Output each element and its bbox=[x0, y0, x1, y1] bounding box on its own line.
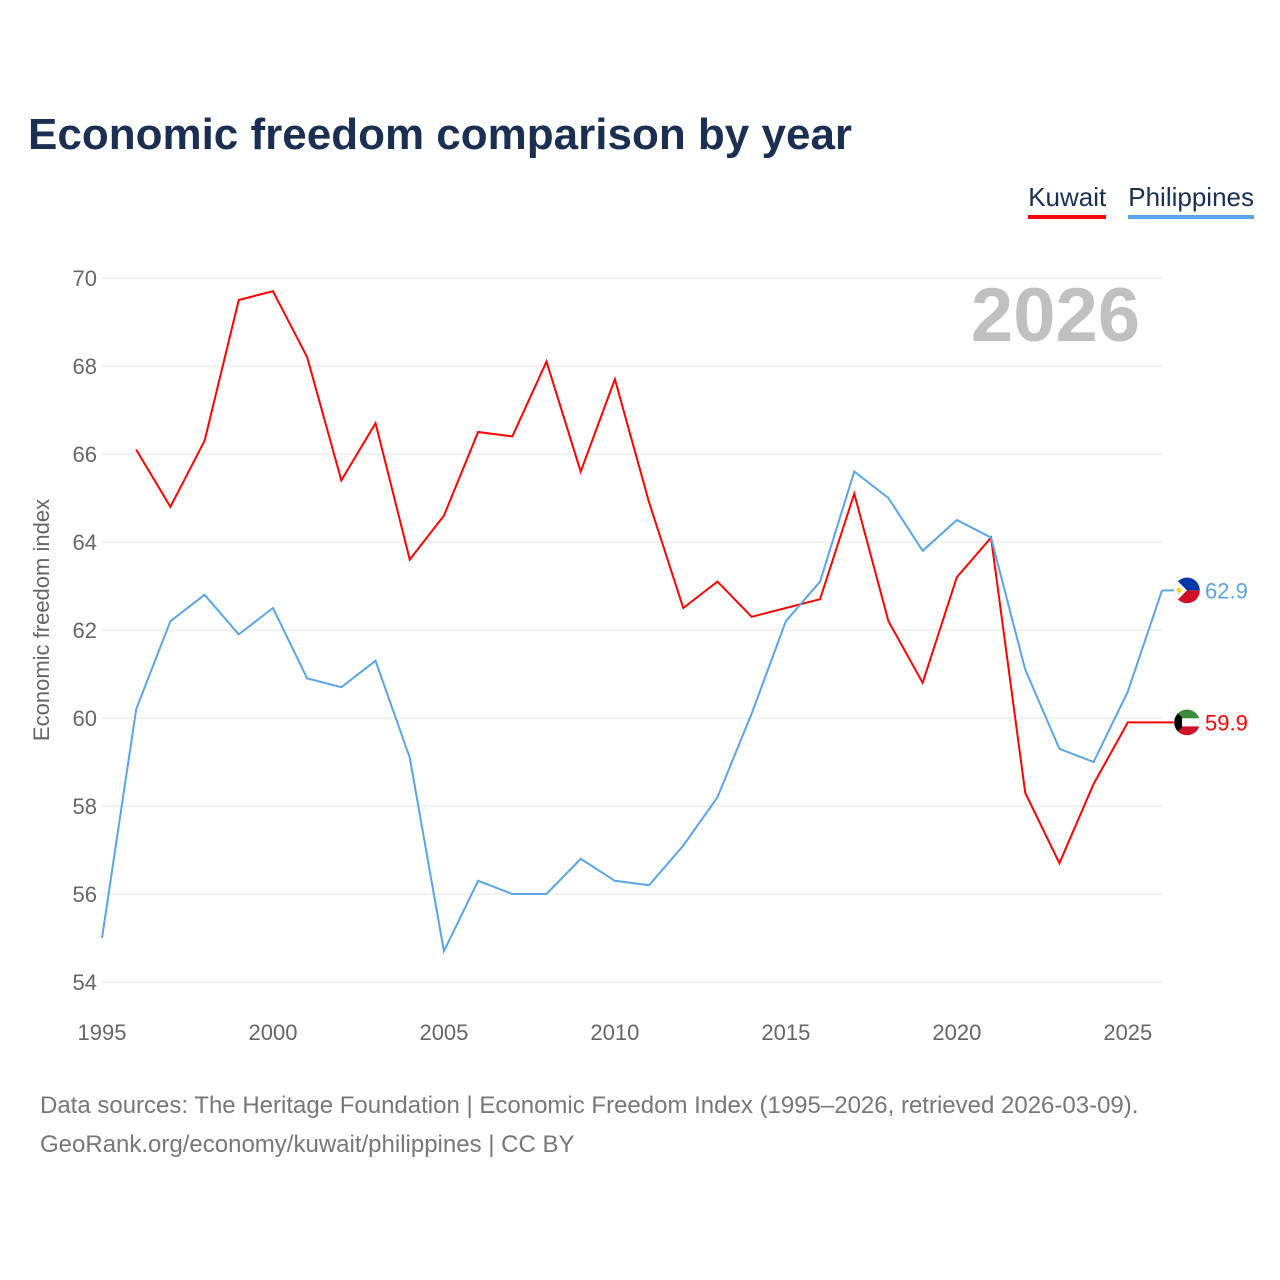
footer-sources: Data sources: The Heritage Foundation | … bbox=[40, 1092, 1139, 1119]
y-tick-label: 66 bbox=[73, 442, 97, 467]
kuwait-flag-icon bbox=[1173, 709, 1201, 736]
year-label: 2026 bbox=[970, 273, 1140, 358]
y-tick-label: 58 bbox=[73, 794, 97, 819]
philippines-flag-icon bbox=[1173, 577, 1201, 604]
end-value-label-kuwait: 59.9 bbox=[1205, 710, 1248, 735]
footer: Data sources: The Heritage Foundation | … bbox=[40, 1086, 1138, 1164]
x-tick-label: 2005 bbox=[419, 1020, 468, 1045]
y-tick-label: 60 bbox=[73, 706, 97, 731]
x-tick-label: 1995 bbox=[78, 1020, 127, 1045]
footer-attribution[interactable]: GeoRank.org/economy/kuwait/philippines |… bbox=[40, 1131, 575, 1158]
series-line-kuwait bbox=[135, 290, 1162, 866]
y-tick-label: 70 bbox=[73, 266, 97, 291]
y-tick-label: 54 bbox=[73, 970, 97, 995]
end-value-label-philippines: 62.9 bbox=[1205, 578, 1248, 603]
x-tick-label: 2025 bbox=[1103, 1020, 1152, 1045]
x-tick-label: 2015 bbox=[761, 1020, 810, 1045]
series-line-philippines bbox=[101, 469, 1163, 955]
y-tick-label: 64 bbox=[73, 530, 97, 555]
y-tick-label: 56 bbox=[73, 882, 97, 907]
x-tick-label: 2010 bbox=[590, 1020, 639, 1045]
y-tick-label: 68 bbox=[73, 354, 97, 379]
legend: Kuwait Philippines bbox=[1028, 182, 1254, 219]
x-tick-label: 2000 bbox=[248, 1020, 297, 1045]
y-tick-label: 62 bbox=[73, 618, 97, 643]
chart-title: Economic freedom comparison by year bbox=[28, 110, 853, 159]
x-tick-label: 2020 bbox=[932, 1020, 981, 1045]
legend-item-kuwait[interactable]: Kuwait bbox=[1028, 182, 1107, 219]
legend-item-philippines[interactable]: Philippines bbox=[1128, 182, 1254, 219]
